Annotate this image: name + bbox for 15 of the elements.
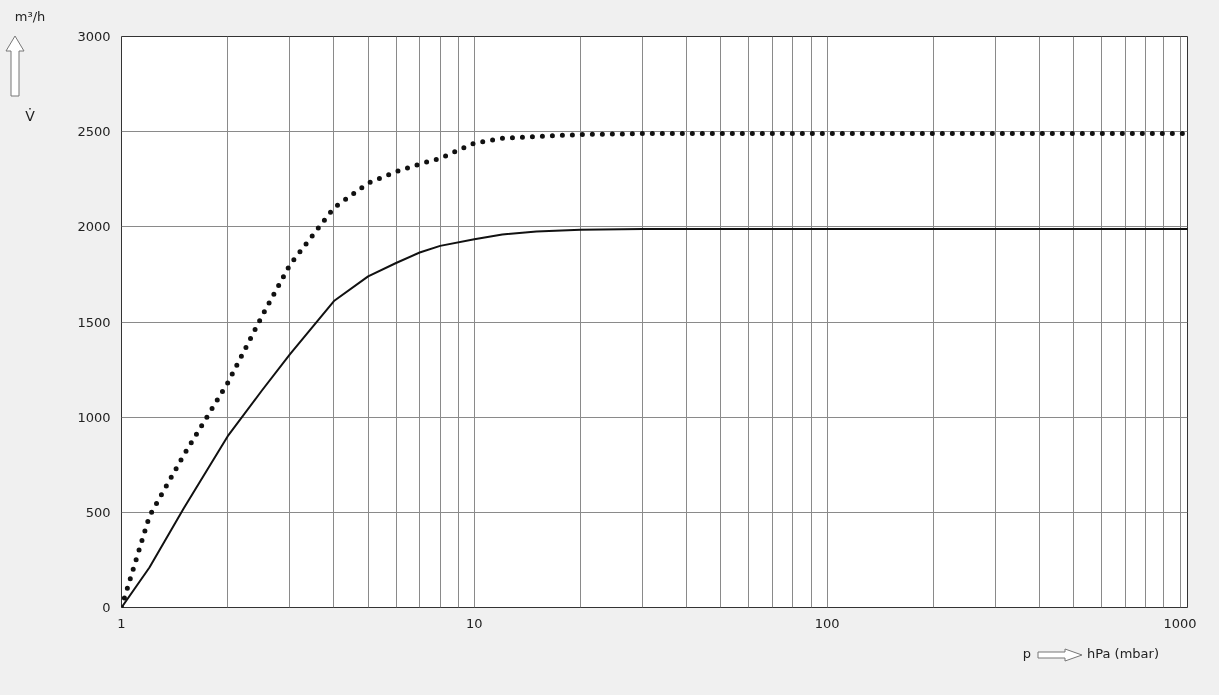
y-tick-label: 3000 (77, 29, 111, 44)
y-tick-label: 2500 (77, 124, 111, 140)
y-tick-label: 0 (102, 600, 111, 615)
text: hPa (mbar) (1087, 645, 1159, 663)
y-tick-label: 1000 (77, 409, 111, 425)
y-tick-label: 500 (85, 504, 111, 520)
y-axis-title: V̇ (25, 107, 35, 126)
x-tick-label: 10 (466, 615, 483, 631)
y-tick-label: 2000 (77, 219, 111, 235)
text: m³/h (14, 8, 46, 26)
x-tick-label: 1000 (1163, 615, 1197, 631)
x-axis-title: p (1022, 645, 1032, 663)
x-tick-label: 100 (814, 615, 840, 631)
x-tick-label: 1 (117, 615, 126, 631)
y-tick-label: 1500 (77, 314, 111, 330)
